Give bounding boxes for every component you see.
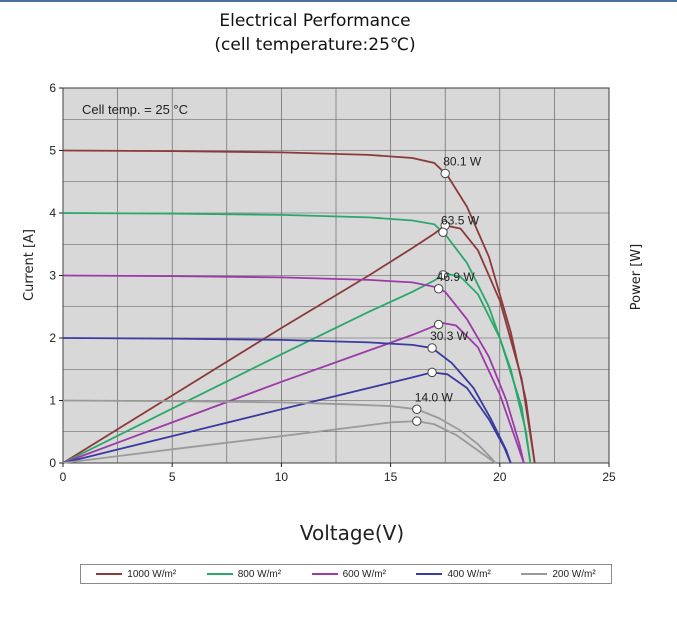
mpp-marker-iv-1 — [438, 227, 448, 237]
y-tick-label: 1 — [49, 394, 56, 408]
annotation-cell-temp: Cell temp. = 25 °C — [82, 102, 188, 117]
x-tick-label: 25 — [602, 470, 616, 484]
mpp-marker-power-1 — [438, 270, 448, 280]
iv-curve-0 — [62, 149, 536, 464]
y2-axis-label: Power [W] — [629, 244, 644, 310]
mpp-label-0: 80.1 W — [443, 154, 482, 168]
y-axis-label: Current [A] — [22, 229, 37, 301]
legend-label-2: 600 W/m² — [342, 568, 386, 580]
mpp-marker-power-3 — [427, 367, 437, 378]
legend: 1000 W/m² 800 W/m² 600 W/m² 400 W/m² 200 W/m… — [80, 564, 612, 584]
mpp-marker-iv-3 — [427, 343, 437, 353]
legend-label-0: 1000 W/m² — [127, 568, 177, 580]
x-tick-label: 0 — [60, 470, 67, 484]
legend-label-1: 800 W/m² — [237, 568, 282, 580]
mpp-marker-iv-0 — [440, 168, 450, 179]
y-tick-label: 2 — [49, 331, 56, 345]
legend-swatch-1 — [206, 573, 233, 575]
chart-svg: 80.1 W63.5 W46.9 W30.3 W14.0 W 0 5 10 15 20 2… — [22, 81, 644, 545]
legend-item-3: 400 W/m² — [416, 568, 491, 580]
axes: 0 5 10 15 20 25 0 1 2 3 4 5 6 — [49, 81, 616, 484]
y-tick-label: 4 — [49, 206, 56, 220]
legend-item-4: 200 W/m² — [521, 568, 596, 580]
x-tick-label: 10 — [275, 470, 289, 484]
power-curve-4 — [62, 420, 496, 464]
legend-label-3: 400 W/m² — [447, 568, 491, 580]
y-tick-label: 0 — [49, 456, 56, 470]
x-tick-label: 20 — [493, 470, 507, 484]
mpp-label-2: 46.9 W — [437, 270, 476, 284]
chart-subtitle: (cell temperature:25℃) — [214, 35, 416, 55]
legend-item-1: 800 W/m² — [206, 568, 282, 580]
mpp-label-1: 63.5 W — [441, 213, 480, 227]
y-tick-label: 6 — [49, 81, 56, 95]
mpp-marker-iv-4 — [412, 404, 422, 414]
mpp-label-3: 30.3 W — [430, 329, 469, 343]
mpp-label-4: 14.0 W — [415, 390, 454, 404]
legend-item-0: 1000 W/m² — [96, 569, 176, 580]
mpp-marker-power-4 — [412, 416, 422, 426]
x-tick-label: 15 — [384, 470, 398, 484]
x-axis-label: Voltage(V) — [300, 521, 404, 545]
top-rule — [0, 0, 677, 2]
chart-title: Electrical Performance — [219, 11, 411, 31]
y-tick-label: 3 — [49, 269, 56, 283]
legend-swatch-0 — [96, 573, 123, 575]
y-tick-label: 5 — [49, 144, 56, 158]
legend-swatch-2 — [311, 573, 338, 575]
legend-item-2: 600 W/m² — [311, 568, 386, 580]
legend-label-4: 200 W/m² — [552, 568, 596, 580]
x-tick-label: 5 — [169, 470, 176, 484]
mpp-marker-power-2 — [433, 319, 444, 330]
legend-swatch-4 — [521, 573, 548, 575]
legend-swatch-3 — [416, 573, 443, 575]
mpp-marker-iv-2 — [433, 284, 444, 294]
series-layer: 80.1 W 63.5 W 46.9 W 30.3 W 14.0 W — [62, 149, 536, 464]
